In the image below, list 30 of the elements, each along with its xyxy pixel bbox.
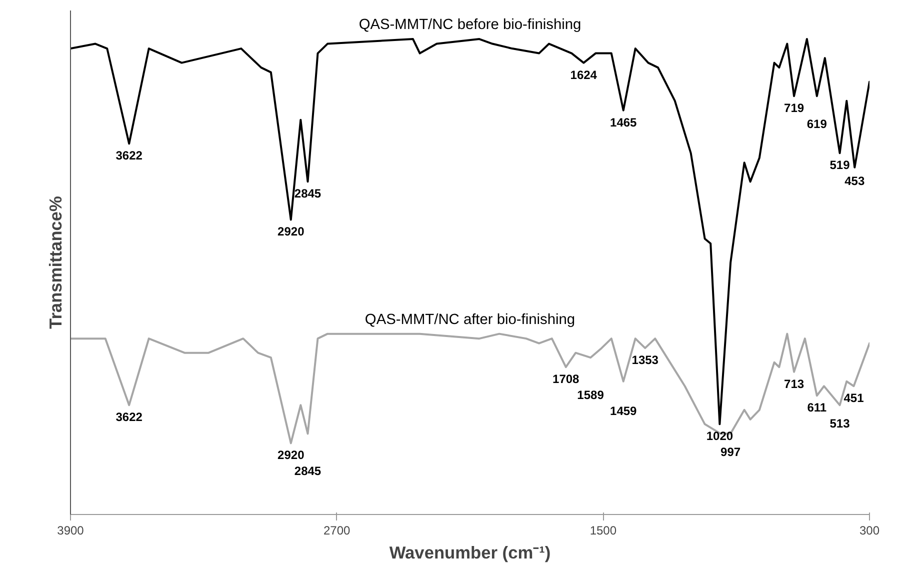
x-tick-label: 3900 (57, 524, 84, 538)
annotation: 1465 (610, 115, 638, 130)
annotation: 2845 (294, 464, 322, 478)
annotation: 3622 (116, 410, 143, 424)
annotation: 713 (784, 376, 804, 391)
annotation: 2845 (294, 186, 322, 201)
x-tick-label: 1500 (590, 524, 617, 538)
annotation: 453 (844, 174, 865, 188)
annotation: 2920 (278, 224, 305, 239)
annotation: 1020 (706, 429, 734, 444)
y-axis-title: Transmittance% (46, 196, 66, 329)
series-label: QAS-MMT/NC after bio-finishing (364, 312, 576, 328)
annotation: 997 (720, 445, 741, 460)
annotation: 1589 (577, 388, 604, 402)
annotation: 451 (844, 391, 864, 406)
annotation: 1624 (570, 68, 598, 82)
annotation: 1459 (610, 404, 638, 418)
annotation: 719 (784, 101, 804, 116)
annotation: 1708 (552, 372, 580, 386)
annotation: 519 (830, 158, 850, 172)
annotation: 611 (807, 400, 827, 415)
series-label: QAS-MMT/NC before bio-finishing (358, 17, 582, 34)
x-tick-label: 2700 (323, 524, 351, 538)
annotation: 3622 (116, 148, 143, 163)
annotation: 2920 (278, 448, 305, 462)
annotation: 513 (830, 416, 850, 431)
x-axis-title: Wavenumber (cm⁻¹) (389, 542, 551, 562)
annotation: 619 (806, 117, 828, 132)
annotation: 1353 (632, 353, 659, 368)
x-tick-label: 300 (859, 524, 880, 538)
